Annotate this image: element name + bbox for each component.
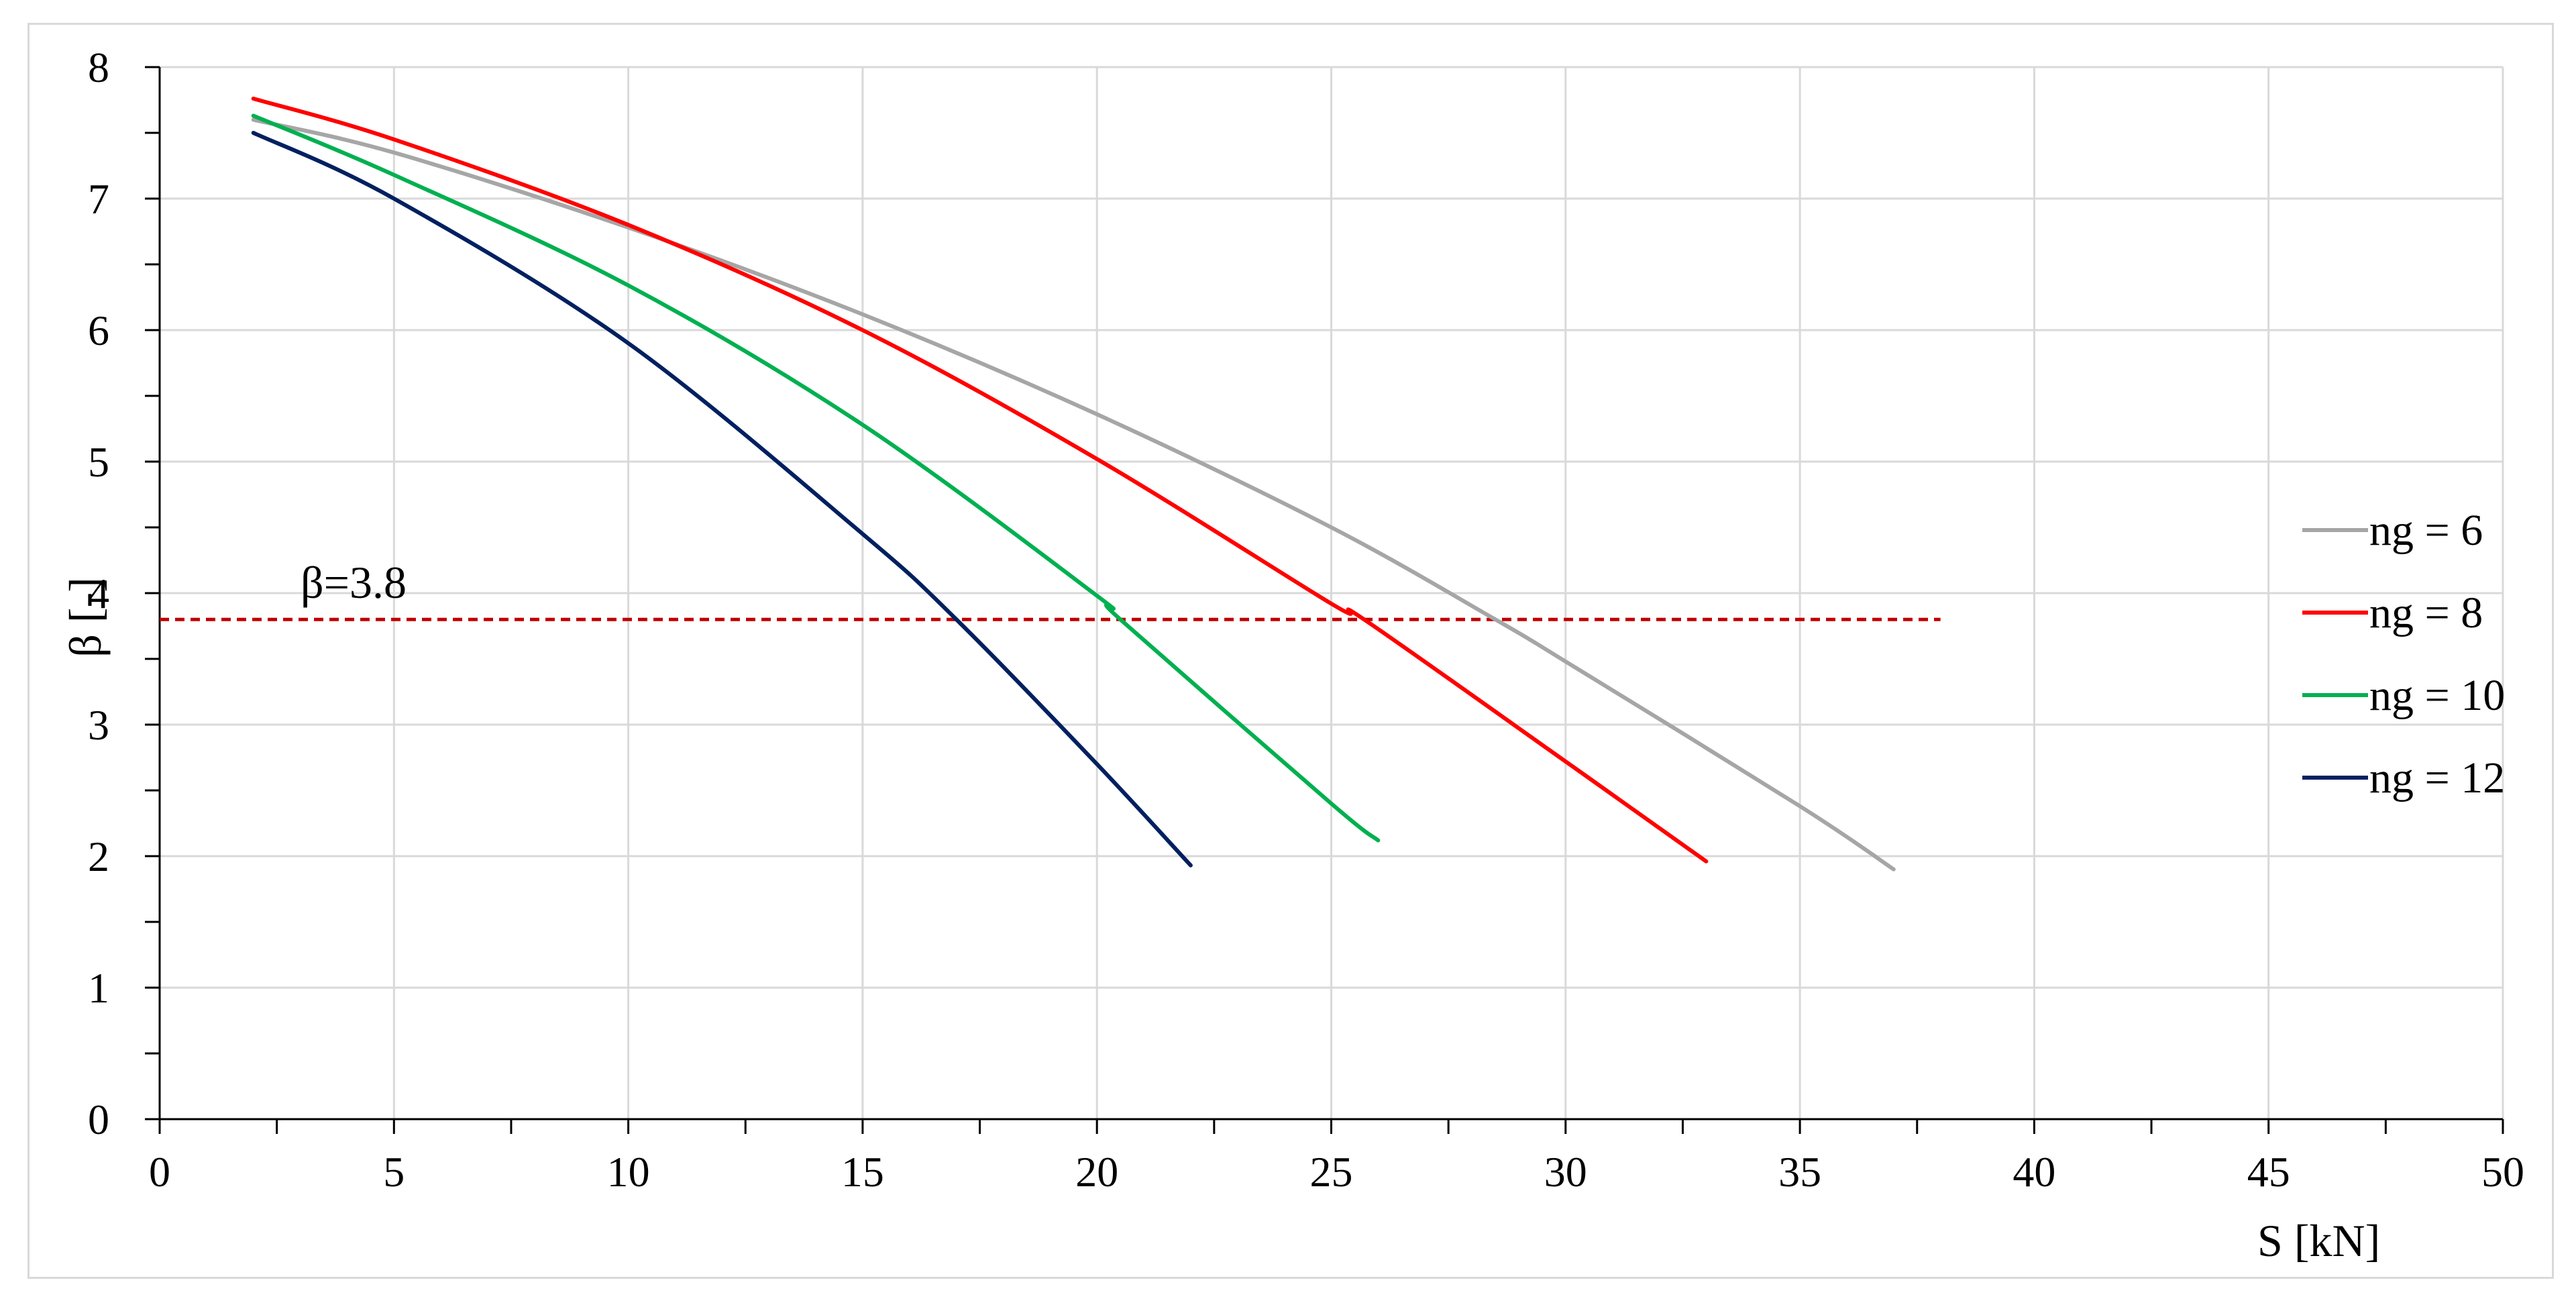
y-tick-label: 1 (88, 964, 109, 1012)
x-tick-label: 35 (1778, 1148, 1821, 1196)
y-tick-label: 8 (88, 44, 109, 91)
legend-label-ng-8: ng = 8 (2369, 588, 2483, 637)
y-tick-label: 7 (88, 175, 109, 223)
y-tick-label: 5 (88, 438, 109, 486)
x-tick-label: 5 (383, 1148, 405, 1196)
y-tick-label: 6 (88, 307, 109, 354)
x-tick-label: 45 (2247, 1148, 2290, 1196)
x-tick-label: 30 (1544, 1148, 1587, 1196)
x-tick-label: 10 (607, 1148, 650, 1196)
legend: ng = 6 ng = 8 ng = 10 ng = 12 (2302, 506, 2505, 802)
data-series (251, 97, 1896, 872)
y-axis-title: β [-] (60, 577, 111, 658)
x-tick-label: 15 (841, 1148, 884, 1196)
y-tick-label: 4 (88, 570, 109, 617)
x-tick-label: 40 (2012, 1148, 2055, 1196)
x-tick-label: 20 (1075, 1148, 1118, 1196)
chart-frame (28, 23, 2554, 1279)
y-tick-label: 2 (88, 833, 109, 880)
threshold-annotation-label: β=3.8 (301, 557, 407, 608)
series-line-ng-8 (251, 97, 1709, 864)
legend-label-ng-10: ng = 10 (2369, 671, 2505, 720)
legend-label-ng-12: ng = 12 (2369, 753, 2505, 802)
legend-label-ng-6: ng = 6 (2369, 506, 2483, 555)
axes (145, 66, 2504, 1134)
x-tick-label: 50 (2481, 1148, 2524, 1196)
y-tick-label: 3 (88, 701, 109, 749)
x-tick-label: 25 (1310, 1148, 1353, 1196)
grid-lines (160, 66, 2504, 1119)
series-line-ng-12 (251, 131, 1193, 868)
series-line-ng-6 (251, 117, 1896, 872)
x-axis-title: S [kN] (2257, 1215, 2380, 1266)
y-tick-label: 0 (88, 1096, 109, 1143)
x-tick-label: 0 (149, 1148, 170, 1196)
series-line-ng-10 (251, 113, 1381, 843)
